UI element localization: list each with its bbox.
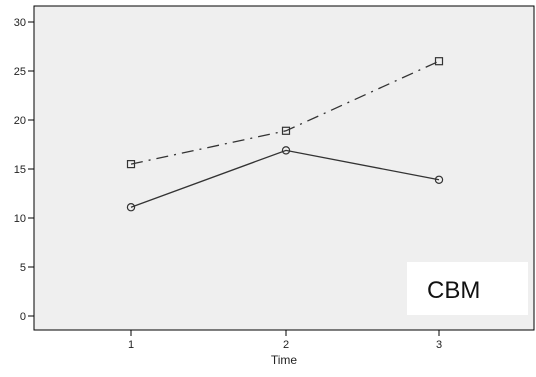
data-point-circle: [281, 146, 291, 155]
annotation-layer: CBM: [407, 262, 528, 315]
series-line: [130, 149, 440, 208]
x-tick-label: 1: [128, 339, 134, 351]
y-tick-label: 15: [14, 164, 26, 176]
annotation-label: CBM: [427, 277, 480, 304]
y-tick-label: 25: [14, 66, 26, 78]
data-point-circle: [434, 175, 444, 184]
series-1: [126, 57, 444, 169]
x-tick-label: 3: [436, 339, 442, 351]
x-axis: 1 2 3: [128, 330, 442, 351]
y-tick-label: 20: [14, 115, 26, 127]
data-point-square: [281, 126, 291, 135]
y-tick-label: 30: [14, 17, 26, 29]
series-line: [130, 60, 440, 165]
data-point-square: [434, 57, 444, 66]
data-point-circle: [126, 203, 136, 212]
y-tick-label: 5: [20, 262, 26, 274]
series-layer: [126, 57, 444, 212]
x-tick-label: 2: [283, 339, 289, 351]
y-tick-label: 10: [14, 213, 26, 225]
data-point-square: [126, 160, 136, 169]
x-axis-label: Time: [271, 353, 298, 367]
annotation-box: [407, 262, 528, 315]
y-tick-label: 0: [20, 311, 26, 323]
series-2: [126, 146, 444, 212]
y-axis: 0 5 10 15 20 25 30: [14, 17, 34, 323]
